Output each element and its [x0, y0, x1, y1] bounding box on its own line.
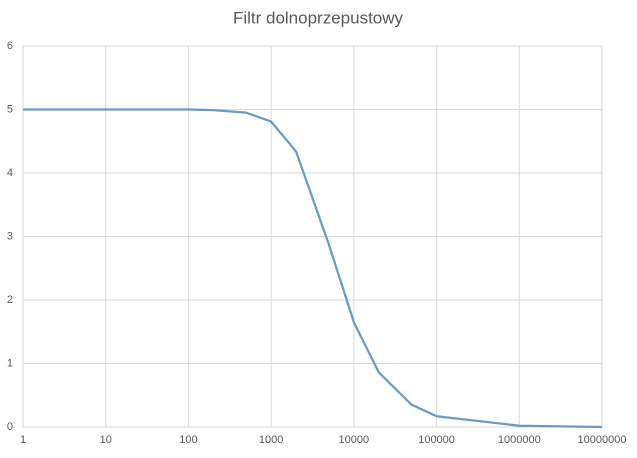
x-tick-label: 1	[20, 434, 26, 446]
x-tick-label: 100	[179, 434, 197, 446]
x-tick-label: 1000000	[498, 434, 541, 446]
x-tick-label: 10	[100, 434, 112, 446]
x-tick-label: 10000000	[578, 434, 627, 446]
y-tick-label: 4	[7, 167, 13, 179]
y-tick-label: 1	[7, 357, 13, 369]
y-tick-label: 2	[7, 294, 13, 306]
x-tick-label: 10000	[339, 434, 370, 446]
y-tick-label: 0	[7, 421, 13, 433]
line-series	[23, 108, 603, 429]
y-tick-label: 3	[7, 230, 13, 242]
x-tick-label: 100000	[418, 434, 455, 446]
y-tick-label: 6	[7, 40, 13, 52]
x-tick-label: 1000	[259, 434, 283, 446]
chart-title: Filtr dolnoprzepustowy	[233, 8, 404, 27]
y-tick-label: 5	[7, 103, 13, 115]
